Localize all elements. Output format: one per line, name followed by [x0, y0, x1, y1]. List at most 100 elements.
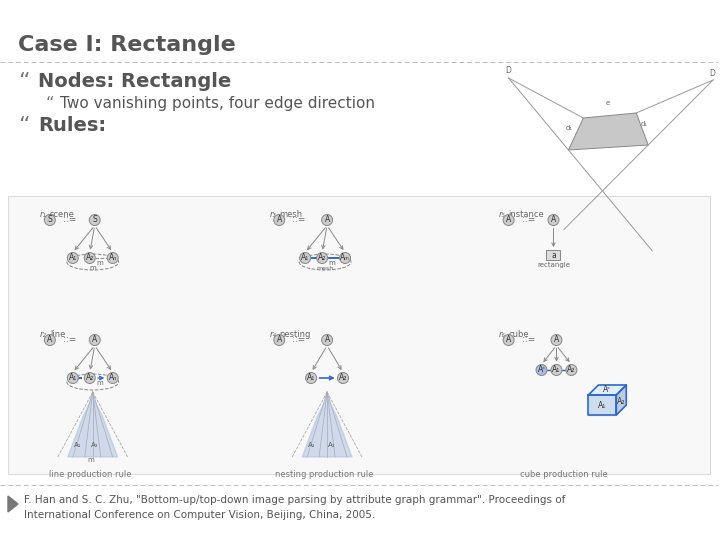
Circle shape	[274, 334, 284, 346]
Text: A₂: A₂	[86, 374, 94, 382]
Text: A: A	[554, 335, 559, 345]
Text: Aₙ: Aₙ	[109, 374, 117, 382]
Text: Aᶜ: Aᶜ	[538, 366, 546, 375]
Text: A: A	[92, 335, 97, 345]
Text: nesting: nesting	[279, 330, 310, 339]
Circle shape	[503, 214, 514, 226]
Text: r₁: r₁	[40, 210, 47, 219]
Text: A₂: A₂	[86, 253, 94, 262]
Text: r₄: r₄	[269, 330, 276, 339]
Text: A: A	[551, 215, 556, 225]
Text: ::=: ::=	[521, 335, 535, 345]
Circle shape	[322, 334, 333, 346]
Text: A₁: A₁	[68, 374, 77, 382]
Text: nesting production rule: nesting production rule	[275, 470, 374, 479]
FancyBboxPatch shape	[8, 196, 710, 474]
Text: Two vanishing points, four edge direction: Two vanishing points, four edge directio…	[60, 96, 375, 111]
Text: A₁: A₁	[552, 366, 561, 375]
Circle shape	[67, 253, 78, 264]
Circle shape	[338, 373, 348, 383]
Text: Case I: Rectangle: Case I: Rectangle	[18, 35, 235, 55]
Circle shape	[551, 334, 562, 346]
Text: ::=: ::=	[63, 215, 76, 225]
Text: Nodes: Rectangle: Nodes: Rectangle	[38, 72, 231, 91]
Text: Aₙ: Aₙ	[109, 253, 117, 262]
Polygon shape	[8, 496, 18, 512]
Circle shape	[274, 214, 284, 226]
Text: A₁: A₁	[68, 253, 77, 262]
Text: Aᶜ: Aᶜ	[603, 386, 611, 395]
Text: A₁: A₁	[308, 442, 316, 448]
Circle shape	[107, 373, 118, 383]
Circle shape	[45, 334, 55, 346]
Text: e: e	[606, 100, 610, 106]
Text: A₂: A₂	[328, 442, 336, 448]
Text: A: A	[325, 335, 330, 345]
Text: “: “	[18, 116, 30, 136]
Text: A₂: A₂	[567, 366, 575, 375]
Polygon shape	[68, 397, 117, 457]
Circle shape	[89, 214, 100, 226]
Circle shape	[322, 214, 333, 226]
Text: m: m	[87, 457, 94, 463]
Text: m: m	[89, 265, 96, 271]
Circle shape	[340, 253, 351, 264]
Text: cube production rule: cube production rule	[520, 470, 608, 479]
Text: D: D	[505, 66, 511, 75]
Text: r₂: r₂	[40, 330, 47, 339]
Text: scene: scene	[50, 210, 75, 219]
Polygon shape	[302, 397, 352, 457]
Text: d₁: d₁	[640, 121, 647, 127]
Text: D: D	[709, 69, 715, 78]
Text: d₁: d₁	[565, 125, 572, 131]
Text: mesh: mesh	[279, 210, 302, 219]
Polygon shape	[588, 385, 626, 395]
Text: A₂: A₂	[91, 442, 99, 448]
Circle shape	[503, 334, 514, 346]
Text: Rules:: Rules:	[38, 116, 106, 135]
Text: m: m	[96, 380, 103, 386]
Text: “: “	[18, 72, 30, 92]
Text: line: line	[50, 330, 66, 339]
Text: mesh: mesh	[317, 266, 334, 271]
Text: m: m	[329, 260, 336, 266]
Circle shape	[300, 253, 310, 264]
Text: ::=: ::=	[292, 335, 305, 345]
Text: Aₘ: Aₘ	[340, 253, 350, 262]
Circle shape	[67, 373, 78, 383]
Text: cube: cube	[508, 330, 529, 339]
Circle shape	[306, 373, 317, 383]
Text: A: A	[506, 215, 511, 225]
Text: A: A	[48, 335, 53, 345]
Text: line production rule: line production rule	[48, 470, 131, 479]
Text: A₂: A₂	[617, 397, 626, 407]
Circle shape	[89, 334, 100, 346]
Text: A: A	[325, 215, 330, 225]
Circle shape	[107, 253, 118, 264]
Text: m: m	[96, 260, 103, 266]
Circle shape	[45, 214, 55, 226]
Circle shape	[551, 364, 562, 375]
Text: S: S	[92, 215, 97, 225]
Text: A₁: A₁	[307, 374, 315, 382]
Polygon shape	[616, 385, 626, 415]
Text: r₆: r₆	[499, 330, 505, 339]
Text: S: S	[48, 215, 53, 225]
Text: A₂: A₂	[339, 374, 347, 382]
Text: ::=: ::=	[63, 335, 76, 345]
Text: A: A	[276, 215, 282, 225]
Text: r₃: r₃	[269, 210, 276, 219]
Text: ::=: ::=	[521, 215, 535, 225]
Text: “: “	[46, 95, 55, 113]
Text: a: a	[551, 251, 556, 260]
Circle shape	[84, 373, 95, 383]
Text: rectangle: rectangle	[537, 262, 570, 268]
Text: ::=: ::=	[292, 215, 305, 225]
Text: A₁: A₁	[598, 401, 606, 409]
Text: A: A	[276, 335, 282, 345]
Circle shape	[317, 253, 328, 264]
Circle shape	[566, 364, 577, 375]
Text: instance: instance	[508, 210, 544, 219]
Polygon shape	[568, 113, 648, 150]
Polygon shape	[588, 395, 616, 415]
